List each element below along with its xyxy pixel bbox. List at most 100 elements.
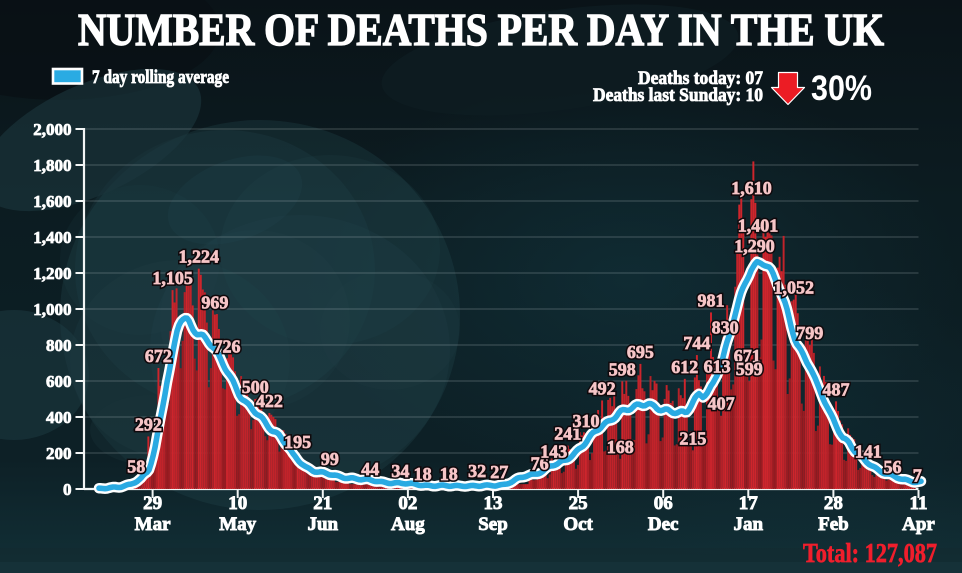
svg-text:1,290: 1,290 [734, 236, 775, 256]
svg-text:969: 969 [201, 293, 228, 313]
svg-text:612: 612 [671, 357, 698, 377]
svg-text:Dec: Dec [648, 514, 679, 535]
svg-text:598: 598 [609, 359, 636, 379]
svg-text:02: 02 [398, 493, 417, 514]
svg-text:613: 613 [704, 357, 731, 377]
svg-text:Jun: Jun [307, 514, 338, 535]
svg-text:487: 487 [823, 379, 850, 399]
svg-text:613: 613 [704, 357, 731, 377]
svg-text:726: 726 [214, 336, 241, 356]
svg-text:800: 800 [46, 336, 72, 355]
svg-text:99: 99 [321, 449, 339, 469]
svg-text:500: 500 [242, 377, 269, 397]
svg-text:7 day rolling average: 7 day rolling average [92, 68, 229, 88]
svg-text:671: 671 [734, 346, 761, 366]
svg-text:695: 695 [627, 342, 654, 362]
svg-text:Mar: Mar [135, 514, 171, 535]
svg-text:May: May [219, 514, 256, 535]
svg-text:32: 32 [468, 461, 486, 481]
svg-text:18: 18 [414, 464, 432, 484]
svg-text:292: 292 [135, 414, 162, 434]
svg-text:29: 29 [143, 493, 162, 514]
svg-text:25: 25 [569, 493, 588, 514]
svg-text:200: 200 [46, 444, 72, 463]
svg-text:292: 292 [135, 414, 162, 434]
svg-text:7: 7 [913, 466, 922, 486]
svg-text:Total: 127,087: Total: 127,087 [803, 538, 937, 568]
svg-text:76: 76 [531, 453, 549, 473]
svg-text:58: 58 [127, 457, 145, 477]
svg-text:0: 0 [63, 480, 72, 499]
svg-text:1,600: 1,600 [33, 192, 71, 211]
svg-text:06: 06 [654, 493, 673, 514]
svg-text:310: 310 [573, 411, 600, 431]
svg-text:1,052: 1,052 [773, 278, 814, 298]
svg-text:799: 799 [796, 323, 823, 343]
svg-text:215: 215 [679, 428, 706, 448]
svg-text:1,610: 1,610 [731, 178, 772, 198]
svg-text:195: 195 [284, 432, 311, 452]
svg-text:28: 28 [824, 493, 843, 514]
svg-text:215: 215 [679, 428, 706, 448]
svg-text:1,400: 1,400 [33, 228, 71, 247]
svg-text:18: 18 [440, 464, 458, 484]
svg-text:58: 58 [127, 457, 145, 477]
svg-text:241: 241 [554, 424, 581, 444]
svg-text:143: 143 [540, 441, 567, 461]
svg-text:422: 422 [256, 391, 283, 411]
svg-text:141: 141 [855, 442, 882, 462]
svg-text:195: 195 [284, 432, 311, 452]
svg-text:2,000: 2,000 [33, 120, 71, 139]
svg-text:Deaths last Sunday: 10: Deaths last Sunday: 10 [593, 86, 763, 106]
svg-text:981: 981 [698, 290, 725, 310]
svg-text:744: 744 [683, 333, 710, 353]
svg-text:492: 492 [589, 378, 616, 398]
svg-text:599: 599 [736, 359, 763, 379]
svg-text:695: 695 [627, 342, 654, 362]
svg-text:830: 830 [712, 318, 739, 338]
svg-text:500: 500 [242, 377, 269, 397]
svg-text:671: 671 [734, 346, 761, 366]
svg-text:18: 18 [440, 464, 458, 484]
svg-text:Deaths today: 07: Deaths today: 07 [638, 69, 763, 89]
svg-text:799: 799 [796, 323, 823, 343]
svg-text:Feb: Feb [818, 514, 849, 535]
svg-text:168: 168 [607, 437, 634, 457]
svg-text:34: 34 [391, 461, 409, 481]
svg-text:Oct: Oct [563, 514, 593, 535]
svg-text:27: 27 [490, 462, 508, 482]
svg-text:422: 422 [256, 391, 283, 411]
svg-text:141: 141 [855, 442, 882, 462]
svg-text:21: 21 [313, 493, 332, 514]
svg-text:7: 7 [913, 466, 922, 486]
svg-text:672: 672 [145, 346, 172, 366]
svg-text:599: 599 [736, 359, 763, 379]
svg-text:10: 10 [228, 493, 247, 514]
svg-text:1,401: 1,401 [738, 216, 779, 236]
svg-text:30%: 30% [811, 69, 872, 108]
svg-text:Apr: Apr [902, 514, 935, 535]
svg-text:1,224: 1,224 [179, 247, 220, 267]
svg-text:76: 76 [531, 453, 549, 473]
svg-text:400: 400 [46, 408, 72, 427]
svg-text:99: 99 [321, 449, 339, 469]
svg-text:241: 241 [554, 424, 581, 444]
svg-text:612: 612 [671, 357, 698, 377]
svg-text:32: 32 [468, 461, 486, 481]
svg-text:Aug: Aug [391, 514, 425, 535]
svg-text:Jan: Jan [734, 514, 764, 535]
svg-text:NUMBER OF DEATHS PER DAY IN TH: NUMBER OF DEATHS PER DAY IN THE UK [78, 4, 884, 55]
svg-text:1,290: 1,290 [734, 236, 775, 256]
svg-text:726: 726 [214, 336, 241, 356]
svg-text:56: 56 [884, 457, 902, 477]
svg-text:13: 13 [484, 493, 503, 514]
svg-text:1,105: 1,105 [152, 268, 193, 288]
svg-text:1,052: 1,052 [773, 278, 814, 298]
svg-text:168: 168 [607, 437, 634, 457]
svg-text:143: 143 [540, 441, 567, 461]
svg-text:56: 56 [884, 457, 902, 477]
svg-text:17: 17 [739, 493, 759, 514]
svg-text:598: 598 [609, 359, 636, 379]
svg-text:1,200: 1,200 [33, 264, 71, 283]
svg-text:34: 34 [391, 461, 409, 481]
